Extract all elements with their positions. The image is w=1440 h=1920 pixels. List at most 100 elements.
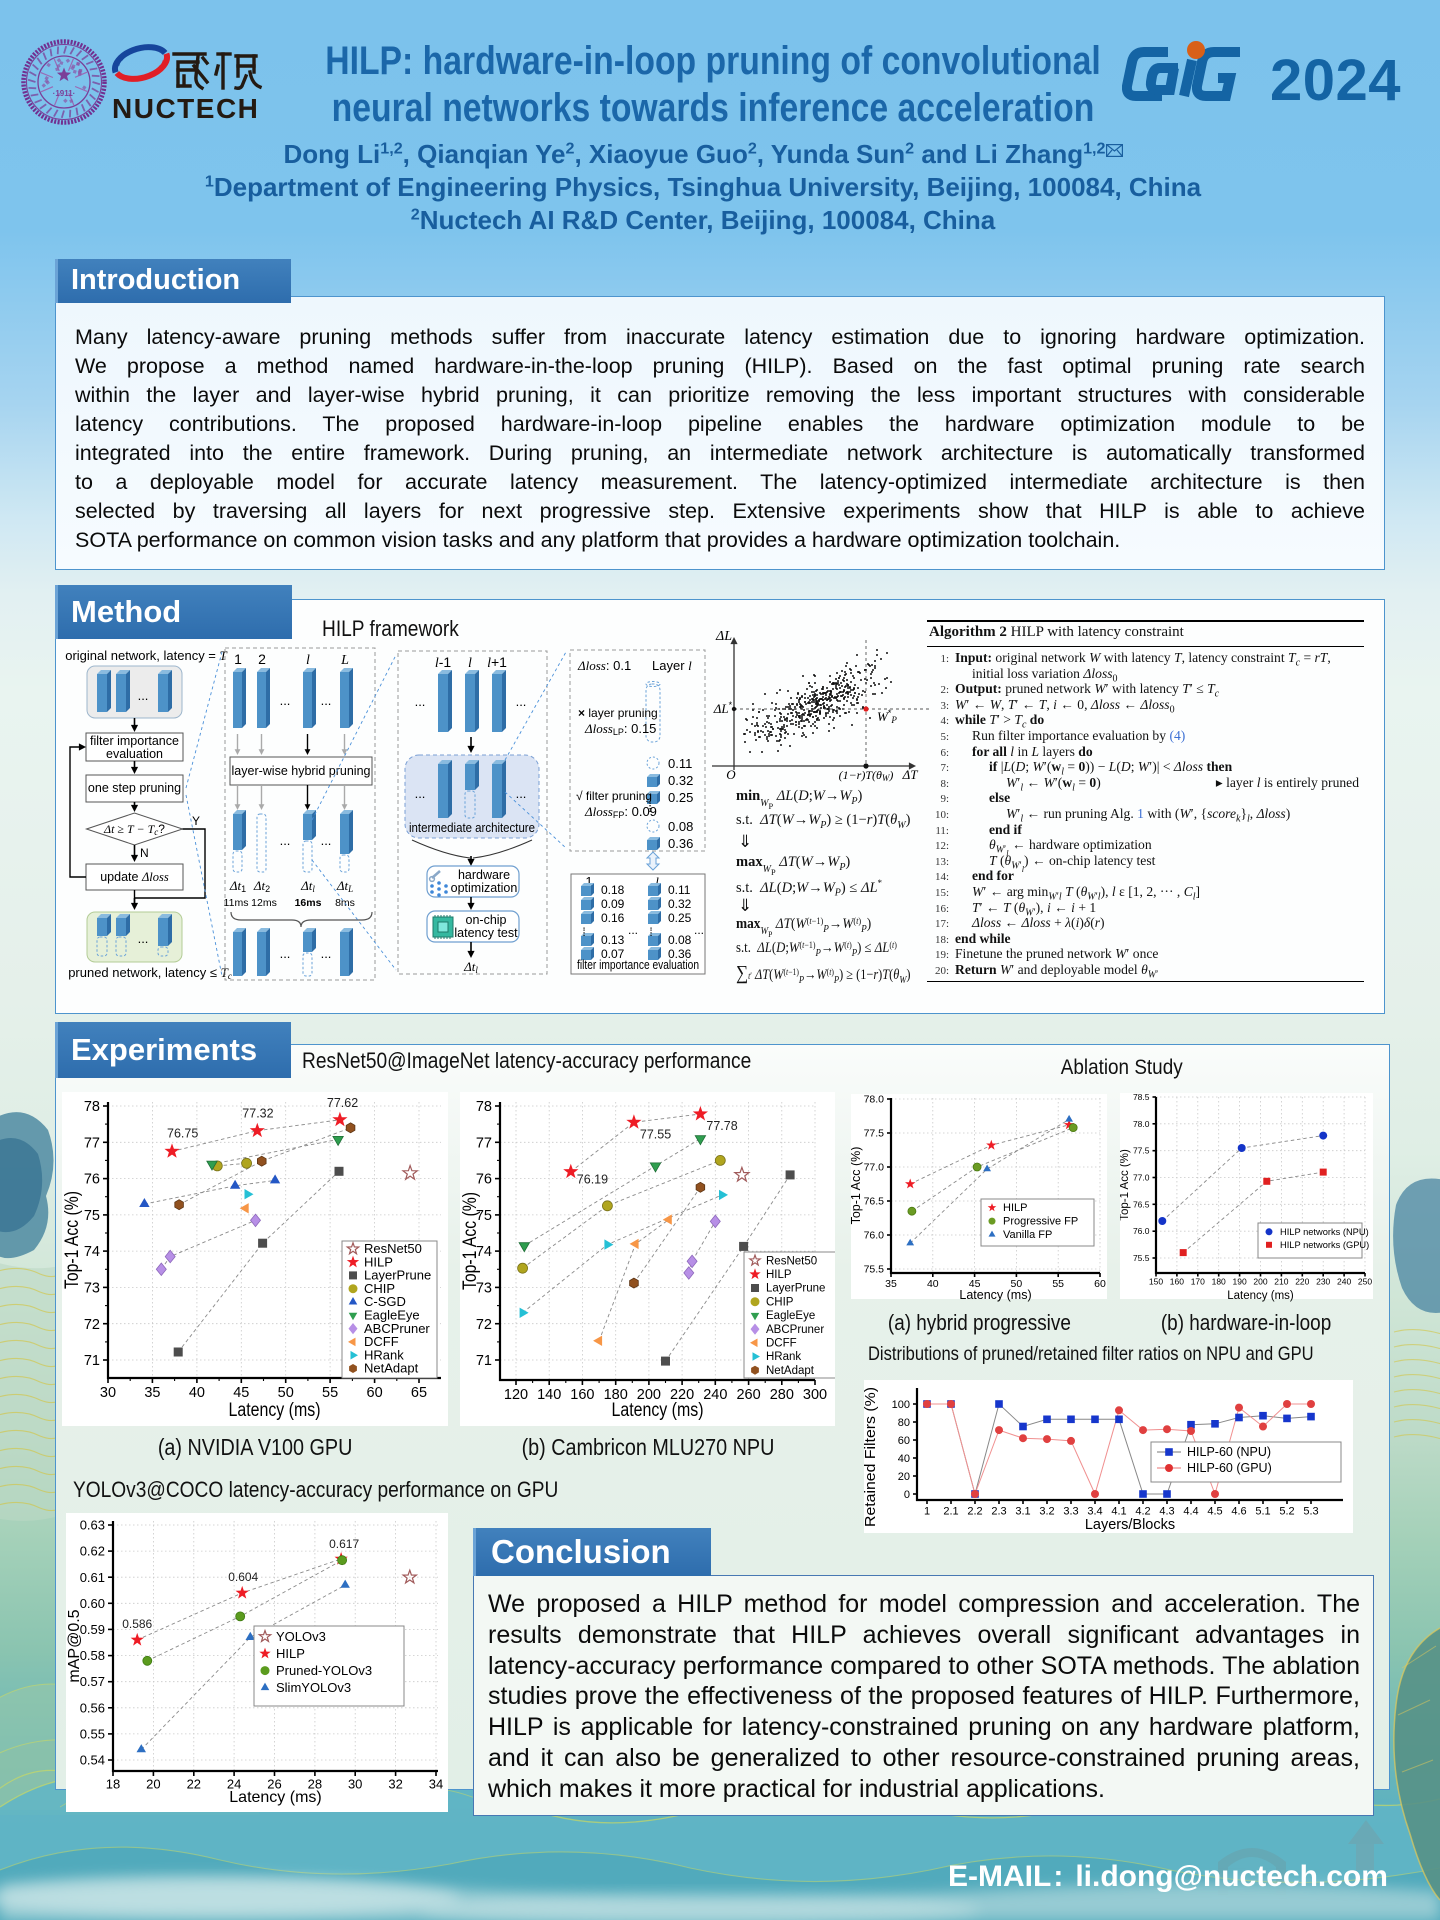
svg-text:...: ... <box>280 946 291 961</box>
svg-text:16ms: 16ms <box>295 897 322 909</box>
svg-text:NetAdapt: NetAdapt <box>766 1365 815 1377</box>
svg-text:HILP: HILP <box>276 1646 305 1661</box>
svg-text:Top-1 Acc (%): Top-1 Acc (%) <box>62 1191 83 1289</box>
svg-text:230: 230 <box>1316 1277 1330 1287</box>
svg-text:⁞: ⁞ <box>648 800 652 815</box>
svg-text:one step pruning: one step pruning <box>88 781 181 795</box>
svg-text:74: 74 <box>476 1244 492 1260</box>
svg-text:0.16: 0.16 <box>601 911 625 925</box>
svg-text:60: 60 <box>367 1385 383 1401</box>
svg-text:Latency (ms): Latency (ms) <box>612 1400 704 1421</box>
svg-text:3.3: 3.3 <box>1063 1505 1078 1517</box>
svg-text:...: ... <box>415 694 426 709</box>
svg-text:...: ... <box>321 946 332 961</box>
svg-text:5.2: 5.2 <box>1279 1505 1294 1517</box>
svg-text:Δtl: Δtl <box>300 878 315 894</box>
svg-text:77.78: 77.78 <box>706 1119 737 1133</box>
svg-text:3.2: 3.2 <box>1039 1505 1054 1517</box>
svg-text:√ filter pruning: √ filter pruning <box>576 789 652 803</box>
svg-text:20: 20 <box>146 1776 160 1791</box>
svg-text:ΔlossFP: 0.09: ΔlossFP: 0.09 <box>584 804 657 820</box>
svg-text:160: 160 <box>570 1387 594 1403</box>
svg-text:0.62: 0.62 <box>80 1544 105 1559</box>
svg-text:76: 76 <box>476 1172 492 1188</box>
svg-text:75.5: 75.5 <box>864 1264 885 1276</box>
svg-text:34: 34 <box>429 1776 443 1791</box>
svg-text:0.63: 0.63 <box>80 1518 105 1533</box>
svg-text:l: l <box>468 656 472 671</box>
svg-text:ResNet50: ResNet50 <box>364 1241 422 1256</box>
svg-text:4.3: 4.3 <box>1159 1505 1174 1517</box>
svg-text:0.60: 0.60 <box>80 1596 105 1611</box>
svg-text:HILP networks (NPU): HILP networks (NPU) <box>1280 1227 1369 1237</box>
svg-text:N: N <box>140 846 149 860</box>
svg-text:260: 260 <box>736 1387 760 1403</box>
svg-text:...: ... <box>415 786 426 801</box>
svg-text:35: 35 <box>885 1278 897 1290</box>
svg-text:HILP networks (GPU): HILP networks (GPU) <box>1280 1240 1369 1250</box>
svg-text:160: 160 <box>1170 1277 1184 1287</box>
svg-text:0.32: 0.32 <box>668 773 693 788</box>
svg-text:Δloss: 0.1: Δloss: 0.1 <box>577 658 631 673</box>
svg-text:latency test: latency test <box>454 926 518 940</box>
svg-text:...: ... <box>280 833 291 848</box>
svg-text:ResNet50: ResNet50 <box>766 1255 817 1267</box>
svg-text:Δtl: Δtl <box>463 959 478 975</box>
svg-text:78.0: 78.0 <box>1133 1119 1150 1129</box>
svg-text:ΔL: ΔL <box>715 629 732 644</box>
svg-text:0.58: 0.58 <box>80 1648 105 1663</box>
svg-text:28: 28 <box>308 1776 322 1791</box>
svg-text:HILP-60 (GPU): HILP-60 (GPU) <box>1187 1461 1272 1475</box>
svg-text:Progressive FP: Progressive FP <box>1003 1216 1078 1228</box>
svg-text:Latency (ms): Latency (ms) <box>959 1288 1031 1302</box>
svg-text:74: 74 <box>84 1244 100 1260</box>
svg-text:...: ... <box>628 923 638 937</box>
svg-text:NUCTECH: NUCTECH <box>112 93 259 122</box>
svg-text:30: 30 <box>100 1385 116 1401</box>
svg-text:50: 50 <box>278 1385 294 1401</box>
svg-text:180: 180 <box>604 1387 628 1403</box>
svg-text:...: ... <box>694 923 704 937</box>
svg-text:(1−r)T(θW): (1−r)T(θW) <box>839 768 894 783</box>
svg-text:× layer pruning: × layer pruning <box>578 706 658 720</box>
svg-text:220: 220 <box>670 1387 694 1403</box>
svg-text:O: O <box>726 767 736 782</box>
svg-text:0.25: 0.25 <box>668 911 692 925</box>
svg-text:...: ... <box>321 833 332 848</box>
svg-text:3.1: 3.1 <box>1015 1505 1030 1517</box>
svg-text:300: 300 <box>803 1387 827 1403</box>
svg-text:Retained Filters (%): Retained Filters (%) <box>864 1387 879 1527</box>
svg-text:ΔL*: ΔL* <box>713 700 733 716</box>
svg-text:1: 1 <box>585 874 592 889</box>
svg-text:78.5: 78.5 <box>1133 1093 1150 1102</box>
svg-text:3.4: 3.4 <box>1087 1505 1102 1517</box>
svg-text:evaluation: evaluation <box>106 747 163 761</box>
svg-text:170: 170 <box>1191 1277 1205 1287</box>
svg-text:HRank: HRank <box>766 1351 801 1363</box>
svg-text:190: 190 <box>1233 1277 1247 1287</box>
svg-text:...: ... <box>280 693 291 708</box>
svg-text:YOLOv3: YOLOv3 <box>276 1629 326 1644</box>
svg-text:DCFF: DCFF <box>364 1334 399 1349</box>
svg-text:Latency (ms): Latency (ms) <box>1227 1290 1294 1302</box>
svg-text:4.4: 4.4 <box>1183 1505 1198 1517</box>
svg-text:·1911·: ·1911· <box>53 89 76 98</box>
svg-text:40: 40 <box>927 1278 939 1290</box>
svg-text:C-SGD: C-SGD <box>364 1294 406 1309</box>
svg-text:EagleEye: EagleEye <box>766 1310 815 1322</box>
svg-text:HILP-60 (NPU): HILP-60 (NPU) <box>1187 1445 1271 1459</box>
svg-text:Top-1 Acc (%): Top-1 Acc (%) <box>851 1147 863 1225</box>
svg-text:77.0: 77.0 <box>864 1162 885 1174</box>
svg-text:ΔlossLP: 0.15: ΔlossLP: 0.15 <box>584 721 656 737</box>
svg-text:78: 78 <box>476 1099 492 1115</box>
svg-text:240: 240 <box>1337 1277 1351 1287</box>
svg-text:77.5: 77.5 <box>1133 1146 1150 1156</box>
svg-text:18: 18 <box>106 1776 120 1791</box>
svg-text:...: ... <box>516 786 527 801</box>
svg-text:80: 80 <box>898 1417 910 1429</box>
svg-text:12ms: 12ms <box>251 897 277 909</box>
svg-text:1: 1 <box>234 651 242 667</box>
svg-text:76.75: 76.75 <box>167 1126 198 1140</box>
svg-text:2.3: 2.3 <box>991 1505 1006 1517</box>
svg-text:77: 77 <box>84 1135 100 1151</box>
